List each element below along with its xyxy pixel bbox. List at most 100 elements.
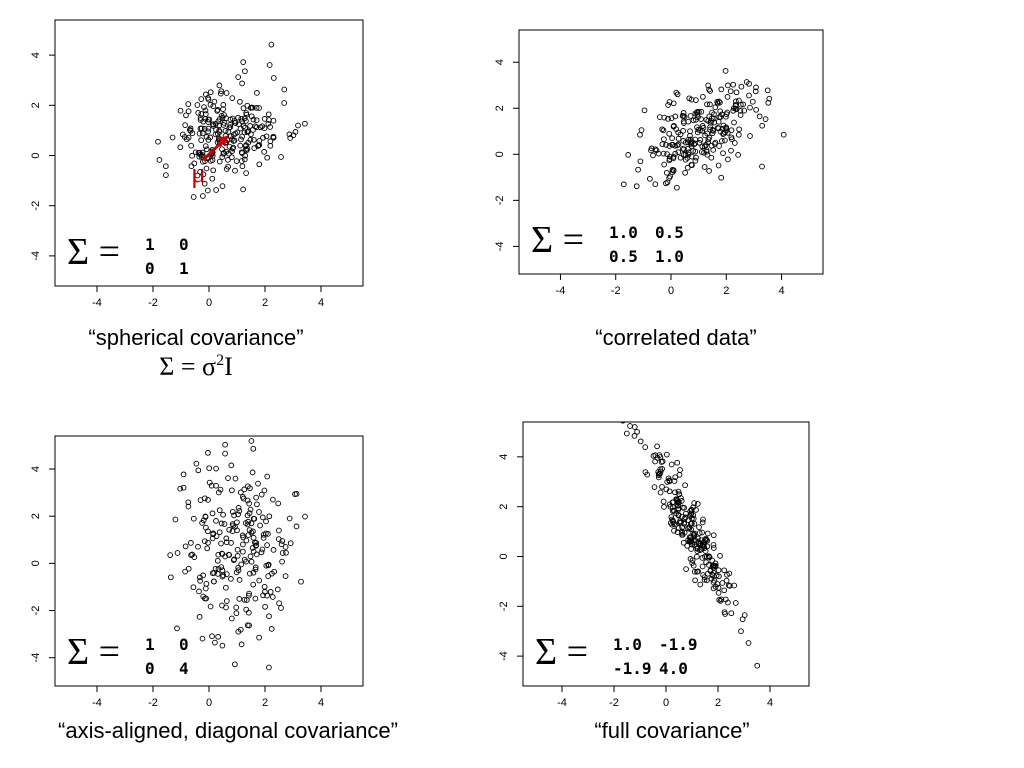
data-point xyxy=(205,528,211,535)
data-point xyxy=(185,108,192,115)
data-point xyxy=(201,104,207,110)
data-point xyxy=(205,128,211,135)
data-point xyxy=(216,158,223,165)
data-point xyxy=(701,164,708,170)
data-point xyxy=(238,561,245,568)
data-point xyxy=(247,553,254,560)
data-point xyxy=(264,154,271,161)
data-point xyxy=(692,157,699,164)
data-point xyxy=(200,193,206,199)
data-point xyxy=(185,499,192,506)
data-point xyxy=(238,158,245,164)
data-point xyxy=(657,454,664,460)
data-point xyxy=(245,609,252,616)
data-point xyxy=(219,573,226,580)
mu-arrowhead xyxy=(217,135,229,147)
data-point xyxy=(669,166,676,173)
data-point xyxy=(219,183,226,189)
data-point xyxy=(719,111,725,118)
data-point xyxy=(690,504,697,511)
data-point xyxy=(664,151,670,157)
data-point xyxy=(663,451,670,458)
data-point xyxy=(258,549,265,556)
data-point xyxy=(756,113,763,120)
data-point xyxy=(672,150,679,157)
data-point xyxy=(222,127,229,134)
data-point xyxy=(691,520,698,527)
data-point xyxy=(692,577,698,584)
data-point xyxy=(248,558,255,565)
data-point xyxy=(278,154,284,160)
data-point xyxy=(680,118,687,125)
data-point xyxy=(177,144,184,151)
data-point xyxy=(236,577,243,583)
data-point xyxy=(694,129,701,136)
data-point xyxy=(238,136,244,143)
data-point xyxy=(650,453,657,459)
data-point xyxy=(623,430,630,437)
data-point xyxy=(249,104,256,111)
data-point xyxy=(244,102,251,109)
data-point xyxy=(698,149,705,155)
data-point xyxy=(250,424,255,429)
data-point xyxy=(214,108,221,114)
data-point xyxy=(703,559,709,566)
data-point xyxy=(620,422,626,424)
data-point xyxy=(261,125,268,132)
data-point xyxy=(205,116,212,123)
data-point xyxy=(243,537,250,544)
data-point xyxy=(270,75,277,81)
data-point xyxy=(686,95,693,102)
data-point xyxy=(237,98,243,105)
x-tick-label: -2 xyxy=(611,285,621,297)
data-point xyxy=(652,458,658,465)
data-point xyxy=(706,168,712,174)
data-point xyxy=(233,610,240,617)
data-point xyxy=(190,515,197,522)
data-point xyxy=(247,506,254,513)
y-tick-label: -2 xyxy=(494,195,506,205)
matrix-entry-r1c1: 1 xyxy=(145,635,155,654)
data-point xyxy=(220,106,226,112)
data-point xyxy=(180,471,187,478)
data-point xyxy=(262,589,268,595)
data-point xyxy=(235,628,242,635)
data-point xyxy=(205,137,212,143)
data-point xyxy=(674,142,681,149)
data-point xyxy=(195,150,202,156)
data-point xyxy=(244,521,251,528)
data-point xyxy=(710,127,717,134)
data-point xyxy=(700,125,707,131)
data-point xyxy=(247,137,254,143)
data-point xyxy=(292,129,299,135)
data-point xyxy=(232,119,238,126)
data-point xyxy=(753,84,759,91)
data-point xyxy=(665,102,671,108)
data-point xyxy=(704,543,711,550)
data-point xyxy=(248,131,254,138)
data-point xyxy=(202,585,209,592)
data-point xyxy=(251,515,258,522)
data-point xyxy=(682,169,688,176)
data-point xyxy=(204,187,211,194)
data-point xyxy=(194,172,201,179)
data-point xyxy=(732,600,739,606)
data-point xyxy=(696,530,703,536)
data-point xyxy=(765,99,772,106)
data-point xyxy=(233,604,240,611)
data-point xyxy=(248,520,255,527)
data-point xyxy=(213,482,219,489)
data-point xyxy=(219,642,226,649)
data-point xyxy=(690,530,696,537)
data-point xyxy=(231,556,238,563)
data-point xyxy=(705,570,711,577)
data-point xyxy=(666,130,673,137)
data-point xyxy=(266,664,272,671)
data-point xyxy=(270,496,276,503)
data-point xyxy=(230,138,237,144)
data-point xyxy=(181,134,188,140)
data-point xyxy=(720,150,726,157)
data-point xyxy=(715,567,722,574)
data-point xyxy=(665,116,671,122)
data-point xyxy=(263,518,269,525)
